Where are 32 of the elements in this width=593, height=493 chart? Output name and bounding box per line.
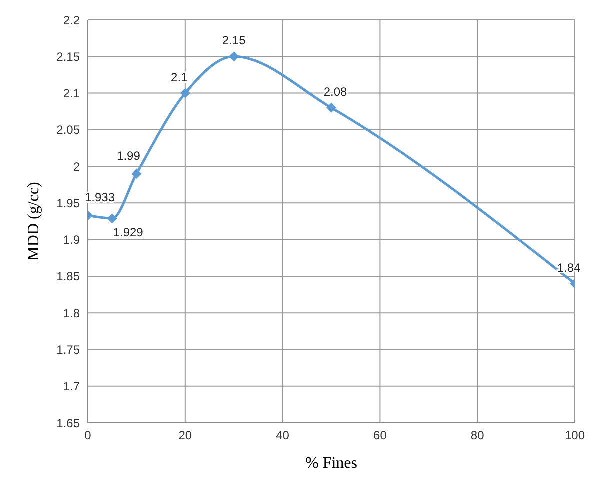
y-tick-label: 1.7 xyxy=(63,380,80,394)
data-label: 2.08 xyxy=(324,84,348,99)
data-label: 1.99 xyxy=(117,148,141,163)
x-tick-label: 0 xyxy=(84,428,92,443)
y-tick-label: 2.1 xyxy=(63,86,80,101)
data-label: 2.1 xyxy=(171,70,188,84)
x-tick-label: 60 xyxy=(374,428,388,443)
y-tick-label: 1.75 xyxy=(56,342,80,357)
x-tick-label: 80 xyxy=(470,428,485,443)
point xyxy=(326,102,336,113)
y-axis-title: MDD (g/cc) xyxy=(26,182,43,261)
data-label: 1.84 xyxy=(557,260,581,275)
y-tick-label: 1.8 xyxy=(63,306,80,320)
y-tick-label: 2.2 xyxy=(63,13,80,28)
point xyxy=(132,168,142,179)
data-label: 1.929 xyxy=(113,226,144,240)
y-tick-label: 1.85 xyxy=(56,270,80,284)
y-tick-label: 1.95 xyxy=(56,196,80,210)
point xyxy=(229,52,240,62)
y-tick-label: 1.65 xyxy=(56,416,80,430)
x-tick-label: 40 xyxy=(276,428,290,443)
x-axis-title: % Fines xyxy=(306,455,358,472)
data-label: 1.933 xyxy=(84,190,116,205)
x-tick-label: 100 xyxy=(564,428,586,443)
y-tick-label: 2.05 xyxy=(56,123,80,138)
y-tick-label: 2.15 xyxy=(56,50,80,64)
y-tick-label: 2 xyxy=(73,160,80,174)
point xyxy=(180,88,190,98)
x-tick-label: 20 xyxy=(178,428,192,443)
y-tick-label: 1.9 xyxy=(63,233,80,248)
data-label: 2.15 xyxy=(222,34,246,48)
point xyxy=(107,214,118,224)
